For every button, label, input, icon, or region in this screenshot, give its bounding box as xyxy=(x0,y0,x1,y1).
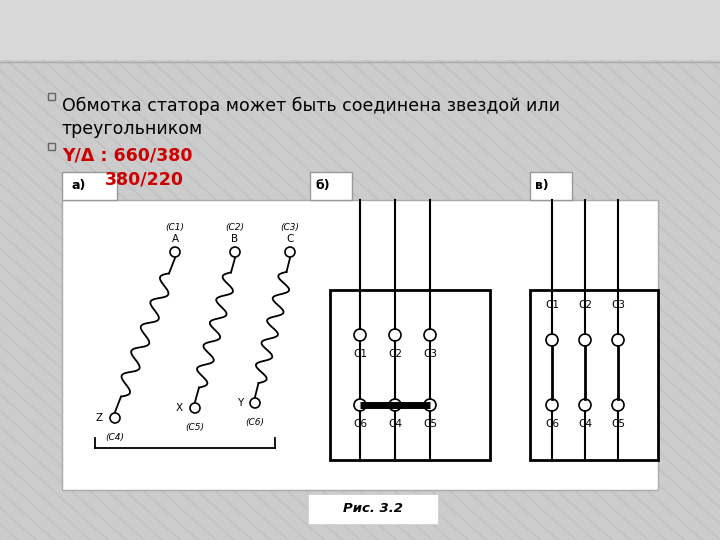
Bar xyxy=(530,290,658,460)
Text: X: X xyxy=(176,403,183,413)
Text: (C1): (C1) xyxy=(166,223,184,232)
Text: треугольником: треугольником xyxy=(62,120,203,138)
Text: Рис. 3.2: Рис. 3.2 xyxy=(343,503,403,516)
Text: C: C xyxy=(287,234,294,244)
Text: Y: Y xyxy=(237,398,243,408)
Text: в): в) xyxy=(535,179,549,192)
Text: C5: C5 xyxy=(423,419,437,429)
Text: C6: C6 xyxy=(545,419,559,429)
Text: (C4): (C4) xyxy=(106,433,125,442)
Bar xyxy=(310,172,352,200)
Text: (C6): (C6) xyxy=(246,418,264,427)
Text: C1: C1 xyxy=(545,300,559,310)
Text: 380/220: 380/220 xyxy=(105,170,184,188)
Text: б): б) xyxy=(315,179,330,192)
Text: (C2): (C2) xyxy=(225,223,245,232)
Text: C3: C3 xyxy=(611,300,625,310)
Bar xyxy=(48,93,55,100)
Text: C1: C1 xyxy=(353,349,367,359)
Bar xyxy=(330,290,490,460)
Bar xyxy=(62,200,658,490)
Text: A: A xyxy=(171,234,179,244)
Text: C3: C3 xyxy=(423,349,437,359)
Text: C4: C4 xyxy=(388,419,402,429)
Bar xyxy=(308,494,438,524)
Text: Z: Z xyxy=(96,413,103,423)
Text: B: B xyxy=(231,234,238,244)
Text: Обмотка статора может быть соединена звездой или: Обмотка статора может быть соединена зве… xyxy=(62,97,560,115)
Bar xyxy=(62,172,117,200)
Text: C6: C6 xyxy=(353,419,367,429)
Text: (C5): (C5) xyxy=(186,423,204,432)
Text: (C3): (C3) xyxy=(281,223,300,232)
Text: Y/Δ : 660/380: Y/Δ : 660/380 xyxy=(62,147,192,165)
Text: C2: C2 xyxy=(388,349,402,359)
Text: а): а) xyxy=(72,179,86,192)
Text: C5: C5 xyxy=(611,419,625,429)
Text: C4: C4 xyxy=(578,419,592,429)
Bar xyxy=(48,143,55,150)
Bar xyxy=(530,172,572,200)
Bar xyxy=(0,0,720,60)
Text: C2: C2 xyxy=(578,300,592,310)
